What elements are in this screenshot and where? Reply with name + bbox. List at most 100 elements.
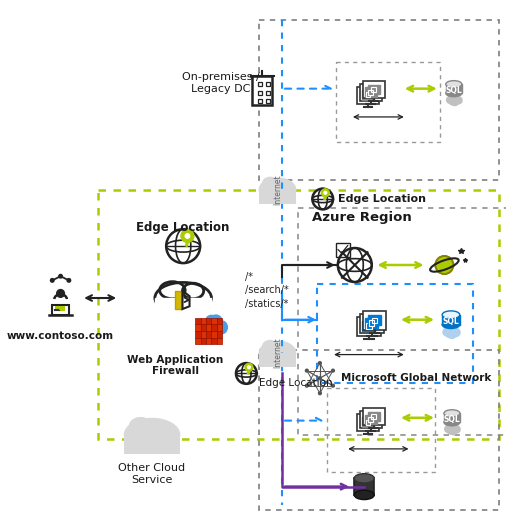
Circle shape	[318, 361, 322, 365]
Bar	[201, 324, 206, 331]
Bar	[366, 420, 370, 425]
Ellipse shape	[446, 81, 462, 87]
Ellipse shape	[262, 176, 278, 190]
Circle shape	[338, 248, 372, 282]
Bar	[206, 324, 211, 331]
Text: On-premises /
Legacy DC: On-premises / Legacy DC	[182, 72, 260, 94]
Circle shape	[236, 363, 257, 384]
Ellipse shape	[354, 474, 374, 483]
Bar	[371, 414, 376, 419]
Circle shape	[331, 384, 335, 388]
Circle shape	[245, 363, 253, 371]
Ellipse shape	[155, 282, 212, 314]
Circle shape	[56, 289, 65, 298]
Circle shape	[305, 384, 309, 388]
Ellipse shape	[183, 283, 204, 299]
Ellipse shape	[129, 417, 153, 436]
Bar	[196, 324, 201, 331]
Circle shape	[181, 229, 194, 242]
Circle shape	[321, 189, 329, 197]
Text: SQL: SQL	[446, 86, 462, 95]
Circle shape	[451, 328, 461, 337]
Bar	[196, 331, 201, 338]
Text: Internet: Internet	[273, 174, 282, 205]
Circle shape	[213, 320, 228, 335]
Bar	[258, 82, 262, 86]
Bar	[52, 305, 69, 315]
Circle shape	[305, 368, 309, 373]
Bar	[363, 312, 386, 330]
Ellipse shape	[160, 281, 185, 299]
Bar	[354, 478, 374, 495]
Bar	[253, 76, 272, 105]
Bar	[201, 318, 206, 324]
Bar	[211, 318, 216, 324]
Bar	[258, 352, 296, 367]
Bar	[327, 387, 435, 472]
Bar	[258, 91, 262, 94]
Bar	[360, 411, 382, 428]
Bar	[175, 290, 183, 309]
Bar	[206, 318, 211, 324]
Text: Web Application
Firewall: Web Application Firewall	[127, 355, 224, 376]
Ellipse shape	[262, 340, 278, 354]
Ellipse shape	[258, 178, 296, 202]
Circle shape	[331, 368, 335, 373]
Text: SQL: SQL	[444, 415, 460, 424]
Bar	[196, 318, 201, 324]
Ellipse shape	[151, 420, 171, 436]
Circle shape	[318, 376, 322, 381]
Bar	[206, 331, 211, 338]
Ellipse shape	[354, 490, 374, 500]
Bar	[266, 99, 269, 103]
Text: Internet: Internet	[273, 338, 282, 368]
Circle shape	[248, 366, 250, 368]
Circle shape	[444, 425, 452, 433]
Bar	[360, 314, 384, 333]
Circle shape	[324, 191, 327, 194]
Bar	[201, 331, 206, 338]
Ellipse shape	[442, 311, 460, 319]
Bar	[362, 90, 374, 100]
Ellipse shape	[124, 418, 180, 452]
Bar	[368, 417, 373, 422]
Bar	[371, 87, 376, 92]
Text: /statics/*: /statics/*	[245, 299, 289, 308]
Circle shape	[166, 229, 200, 263]
Ellipse shape	[444, 410, 460, 417]
Bar	[258, 190, 296, 204]
Bar	[196, 338, 201, 344]
Text: Edge Location: Edge Location	[136, 221, 230, 234]
Bar	[216, 331, 222, 338]
Bar	[362, 81, 385, 98]
Circle shape	[209, 314, 223, 328]
Bar	[366, 323, 372, 329]
Bar	[368, 315, 381, 325]
Bar	[206, 338, 211, 344]
Circle shape	[50, 278, 55, 283]
Bar	[336, 243, 349, 257]
Text: Other Cloud
Service: Other Cloud Service	[119, 463, 186, 484]
Bar	[444, 413, 460, 422]
Circle shape	[185, 234, 190, 238]
Circle shape	[447, 93, 460, 106]
Text: /*: /*	[245, 272, 253, 282]
Bar	[365, 414, 377, 424]
Ellipse shape	[442, 321, 460, 329]
Bar	[155, 298, 212, 314]
Bar	[372, 317, 377, 323]
Circle shape	[452, 425, 461, 434]
Bar	[366, 93, 370, 98]
Circle shape	[450, 428, 457, 435]
Bar	[211, 324, 216, 331]
Bar	[317, 284, 473, 383]
Circle shape	[443, 328, 451, 337]
Bar	[266, 82, 269, 86]
Circle shape	[446, 96, 454, 104]
Circle shape	[318, 391, 322, 395]
Bar	[362, 321, 375, 331]
Bar	[442, 315, 460, 325]
Bar	[216, 338, 222, 344]
Bar	[365, 318, 379, 328]
Bar	[368, 90, 373, 94]
